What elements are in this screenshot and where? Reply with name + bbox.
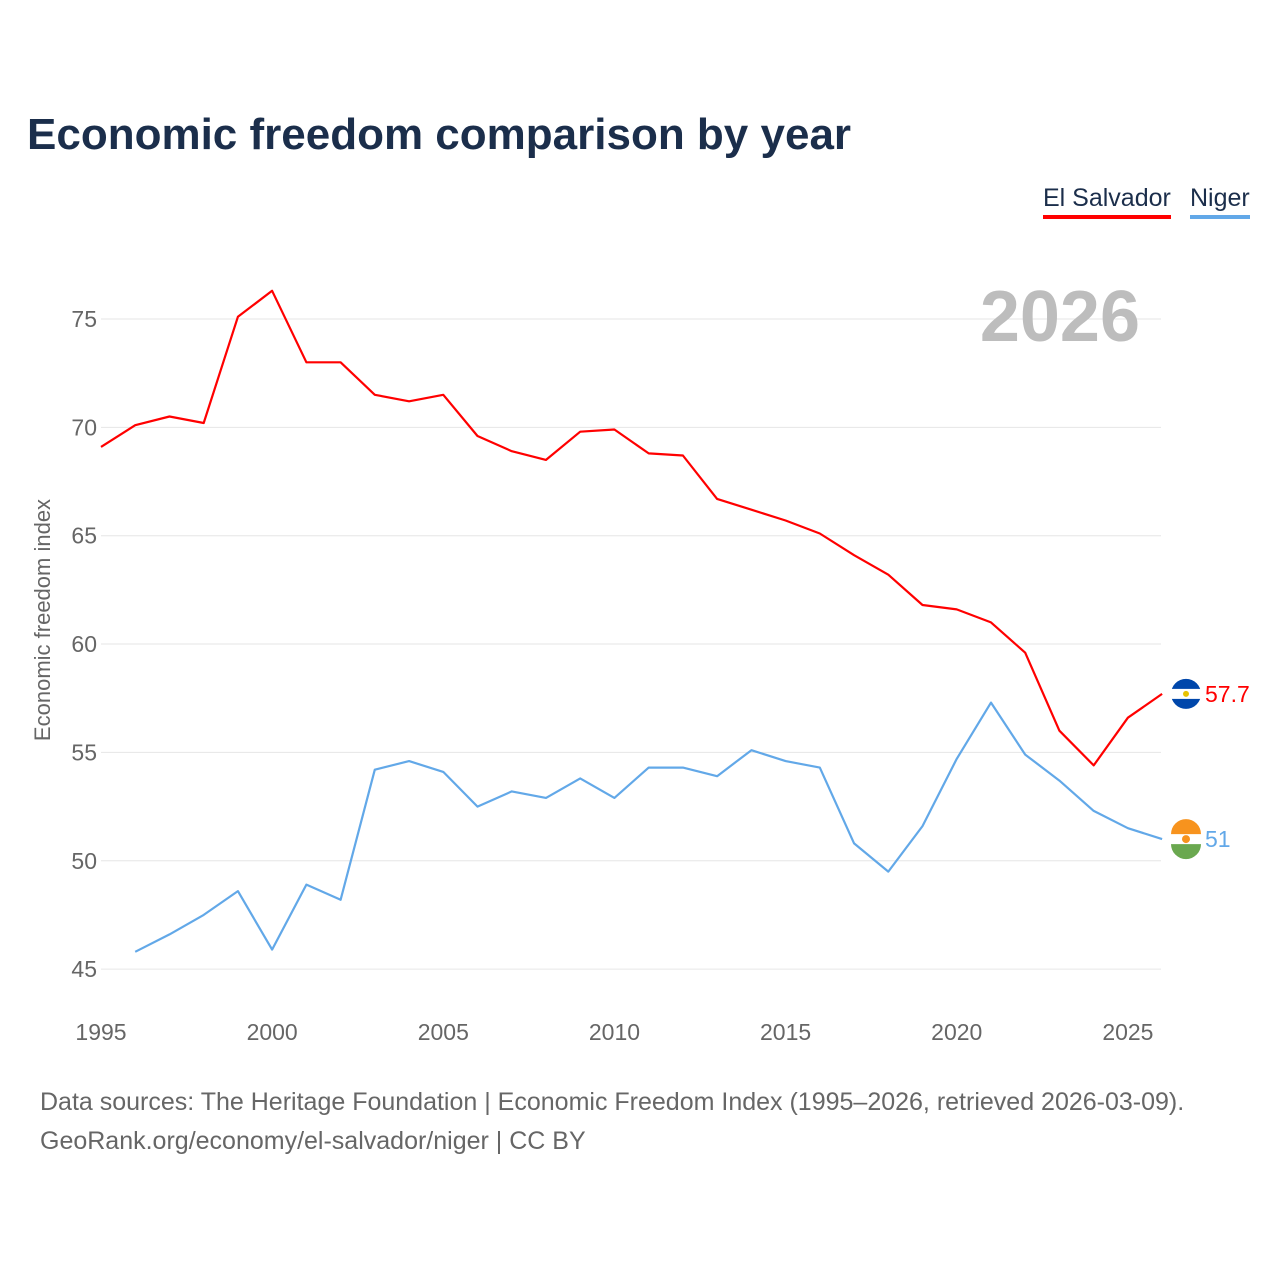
footer-credit[interactable]: GeoRank.org/economy/el-salvador/niger | … [40,1127,586,1155]
legend-niger[interactable]: Niger [1190,184,1250,219]
year-annotation: 2026 [980,277,1140,357]
flag-stripe [1171,819,1201,835]
y-tick-label: 65 [71,523,97,549]
legend-el-salvador[interactable]: El Salvador [1043,184,1171,219]
y-tick-label: 50 [71,848,97,874]
y-tick-label: 45 [71,956,97,982]
x-tick-label: 2025 [1102,1019,1153,1045]
series-line-niger [134,701,1163,953]
footer-sources: Data sources: The Heritage Foundation | … [40,1088,1185,1116]
x-tick-label: 2020 [931,1019,982,1045]
x-tick-label: 2000 [247,1019,298,1045]
y-tick-label: 75 [71,306,97,332]
chart-title: Economic freedom comparison by year [27,110,852,159]
x-tick-label: 2005 [418,1019,469,1045]
end-value-label: 51 [1205,826,1231,852]
y-axis-label: Economic freedom index [30,499,55,741]
flag-emblem [1183,690,1189,697]
end-value-label: 57.7 [1205,681,1250,707]
x-tick-label: 2015 [760,1019,811,1045]
flag-emblem [1182,835,1190,844]
x-tick-label: 2010 [589,1019,640,1045]
flag-stripe [1171,844,1201,860]
y-tick-label: 60 [71,631,97,657]
series-line-el-salvador [100,289,1163,767]
y-tick-label: 70 [71,414,97,440]
x-tick-label: 1995 [75,1019,126,1045]
y-tick-label: 55 [71,739,97,765]
